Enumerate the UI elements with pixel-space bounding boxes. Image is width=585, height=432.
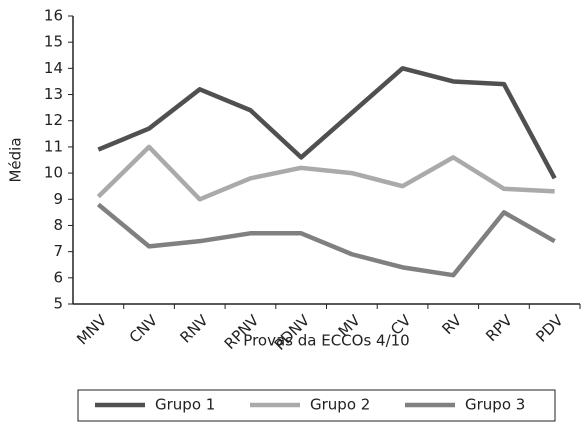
x-tick-label: RPV <box>482 311 516 345</box>
legend-label: Grupo 3 <box>465 396 525 414</box>
x-tick-label: MNV <box>73 311 111 349</box>
y-tick-label: 14 <box>44 59 63 77</box>
x-axis-title: Provas da ECCOs 4/10 <box>243 332 409 350</box>
series-line <box>96 202 556 278</box>
x-tick-label: RNV <box>176 311 212 347</box>
legend-label: Grupo 2 <box>310 396 370 414</box>
series-line <box>97 66 557 180</box>
y-tick-label: 15 <box>44 33 63 51</box>
y-tick-label: 9 <box>53 190 63 208</box>
y-tick-label: 16 <box>44 7 63 25</box>
x-tick-label: CNV <box>126 311 162 347</box>
y-tick-label: 6 <box>53 268 63 286</box>
series-line <box>96 144 555 202</box>
y-tick-label: 7 <box>53 242 63 260</box>
y-tick-label: 5 <box>53 295 63 313</box>
legend-label: Grupo 1 <box>155 396 215 414</box>
y-axis-title: Média <box>7 137 25 182</box>
y-tick-label: 10 <box>44 164 63 182</box>
y-tick-label: 12 <box>44 111 63 129</box>
y-tick-label: 8 <box>53 216 63 234</box>
y-tick-label: 13 <box>44 85 63 103</box>
x-tick-label: RV <box>438 311 465 338</box>
x-tick-label: PDV <box>532 311 567 346</box>
legend-box <box>77 389 556 422</box>
y-tick-label: 11 <box>44 137 63 155</box>
